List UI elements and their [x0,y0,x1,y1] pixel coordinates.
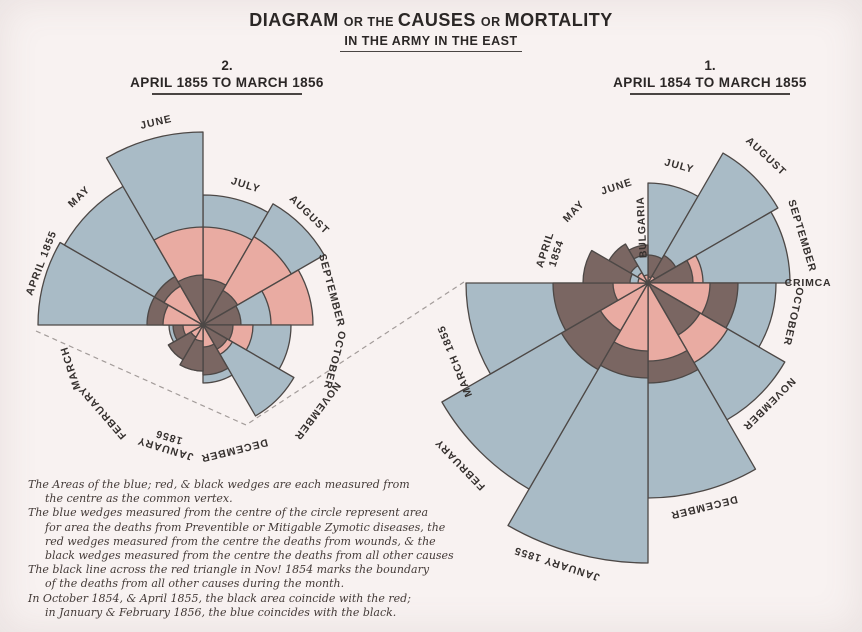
chart1-header: 1. APRIL 1854 TO MARCH 1855 [545,58,862,95]
chart1-date-range: APRIL 1854 TO MARCH 1855 [613,75,807,90]
caption-line-5: red wedges measured from the centre the … [45,534,436,548]
caption-line-10: in January & February 1856, the blue coi… [45,605,397,619]
month-label-january-1856: JANUARY1856 [136,423,199,463]
title-word-causes: CAUSES [397,10,476,30]
month-label-march: MARCH [58,345,83,391]
month-label-june: JUNE [600,176,635,197]
caption-line-9: In October 1854, & April 1855, the black… [28,591,411,605]
chart2-date-range: APRIL 1855 TO MARCH 1856 [130,75,324,90]
title-subtitle: IN THE ARMY IN THE EAST [340,34,522,52]
month-label-may: MAY [561,198,587,225]
caption-line-6: black wedges measured from the centre th… [45,549,454,563]
wedge-red-june [643,274,649,284]
month-label-august: AUGUST [743,135,788,179]
month-label-december: DECEMBER [669,493,739,521]
month-label-july: JULY [663,156,695,175]
chart1-number: 1. [704,58,716,73]
title-word-mortality: MORTALITY [504,10,613,30]
caption-line-7: The black line across the red triangle i… [28,563,430,577]
chart2-header: 2. APRIL 1855 TO MARCH 1856 [62,58,392,95]
month-label-november: NOVEMBER [291,380,342,443]
chart1-underline [630,93,790,95]
page-title: DIAGRAM OR THE CAUSES OR MORTALITY IN TH… [0,10,862,52]
month-label-december: DECEMBER [199,436,269,464]
title-conn-1: OR THE [343,15,398,29]
chart2-number: 2. [221,58,233,73]
rose-chart-2: JULYAUGUSTSEPTEMBEROCTOBERNOVEMBERDECEMB… [24,113,348,464]
month-label-july: JULY [229,175,261,195]
caption-line-4: for area the deaths from Preventible or … [45,520,446,534]
title-main: DIAGRAM OR THE CAUSES OR MORTALITY [0,10,862,31]
caption-line-8: of the deaths from all other causes duri… [45,577,345,591]
connector-dashed-line [35,281,465,426]
month-label-april-1854: APRIL1854 [534,230,568,273]
region-label-crimca: CRIMCA [785,277,832,289]
caption-line-2: the centre as the common vertex. [45,492,233,506]
legend-caption: The Areas of the blue; red, & black wedg… [28,478,473,620]
wedge-black-june [177,274,204,326]
title-conn-2: OR [480,15,505,29]
caption-line-1: The Areas of the blue; red, & black wedg… [28,478,410,491]
region-label-bulgaria: BULGARIA [634,196,649,258]
month-label-october: OCTOBER [781,286,806,347]
month-label-february: FEBRUARY [76,383,129,441]
month-label-june: JUNE [139,113,173,132]
month-label-september: SEPTEMBER [316,253,347,329]
title-word-diagram: DIAGRAM [249,10,339,30]
month-label-september: SEPTEMBER [785,198,818,273]
caption-line-3: The blue wedges measured from the centre… [28,506,429,520]
wedge-blue-august [647,152,779,284]
month-label-may: MAY [66,184,93,210]
rose-chart-1: JULY AUGUSTSEPTEMBEROCTOBERNOVEMBERDECEMB… [433,135,832,583]
month-label-march-1855: MARCH 1855 [435,323,475,398]
chart2-underline [152,93,302,95]
